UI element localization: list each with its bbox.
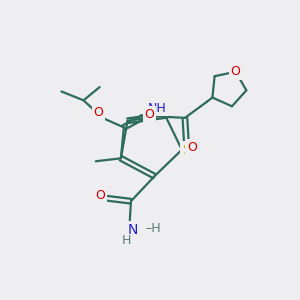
- Text: H: H: [122, 234, 131, 247]
- Text: O: O: [95, 189, 105, 202]
- Text: NH: NH: [148, 102, 166, 115]
- Text: S: S: [182, 143, 191, 157]
- Text: N: N: [128, 223, 138, 237]
- Text: O: O: [231, 65, 241, 78]
- Text: O: O: [93, 106, 103, 119]
- Text: O: O: [187, 141, 196, 154]
- Text: –H: –H: [146, 222, 161, 235]
- Text: O: O: [145, 108, 154, 121]
